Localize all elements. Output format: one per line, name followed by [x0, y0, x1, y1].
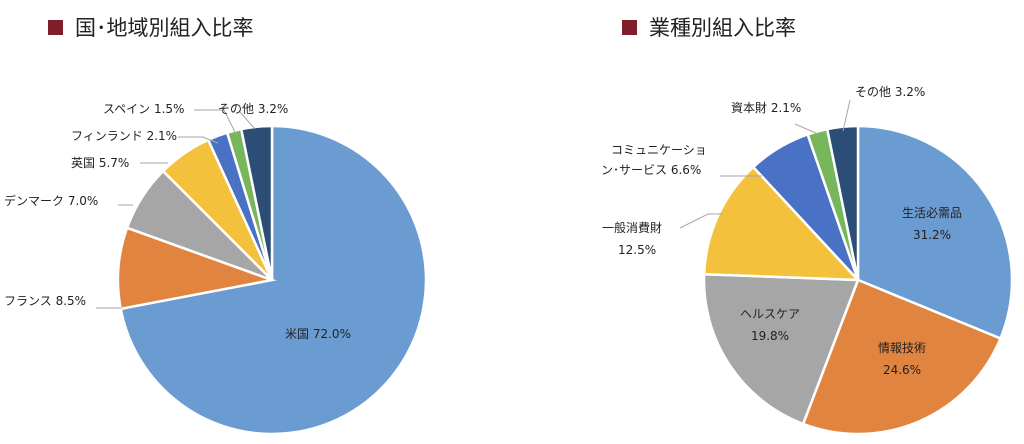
leader-line: [194, 109, 237, 135]
slice-label: コミュニケーショ: [611, 143, 707, 157]
slice-value: 31.2%: [913, 228, 951, 242]
sector-chart-title: 業種別組入比率: [622, 12, 796, 42]
pie-slice: [825, 124, 860, 281]
slice-value: 24.6%: [883, 363, 921, 377]
slice-label: 資本財 2.1%: [731, 100, 801, 115]
leader-line: [178, 136, 219, 144]
slice-label: 米国 72.0%: [285, 327, 351, 341]
title-marker-icon: [622, 19, 637, 35]
pie-slice: [702, 272, 860, 426]
slice-label: フィンランド 2.1%: [71, 129, 177, 143]
slice-label: フランス 8.5%: [4, 294, 86, 308]
leader-line: [794, 123, 819, 135]
slice-label: その他 3.2%: [855, 85, 925, 99]
pie-chart-country: 米国 72.0% フランス 8.5% デンマーク 7.0% 英国 5.7% フィンランド…: [4, 102, 428, 436]
slice-label: 一般消費財: [602, 220, 662, 235]
slice-label: ヘルスケア: [740, 307, 800, 321]
country-chart-title: 国･地域別組入比率: [48, 12, 254, 42]
pie-slice: [702, 165, 861, 282]
pie-slice: [801, 278, 1003, 436]
leader-line: [679, 213, 722, 229]
slice-label: 生活必需品: [902, 206, 962, 220]
slice-label: スペイン 1.5%: [103, 102, 184, 116]
title-marker-icon: [48, 19, 63, 35]
slice-value: 19.8%: [751, 329, 789, 343]
slice-label: 英国 5.7%: [71, 156, 129, 170]
pie-slice: [856, 124, 1014, 341]
pie-slice: [239, 124, 274, 281]
slice-label: ン･サービス 6.6%: [601, 163, 701, 177]
slice-label: その他 3.2%: [218, 102, 288, 116]
slice-value: 12.5%: [618, 243, 656, 257]
leader-line: [239, 111, 256, 130]
sector-chart-title-text: 業種別組入比率: [649, 16, 796, 40]
country-chart-title-text: 国･地域別組入比率: [75, 16, 254, 40]
slice-label: 情報技術: [878, 341, 926, 355]
leader-line: [842, 99, 851, 132]
slice-label: デンマーク 7.0%: [4, 193, 98, 208]
pie-chart-sector: 生活必需品 31.2% 情報技術 24.6% ヘルスケア 19.8% 一般消費財 12.5% コ…: [601, 85, 1014, 436]
